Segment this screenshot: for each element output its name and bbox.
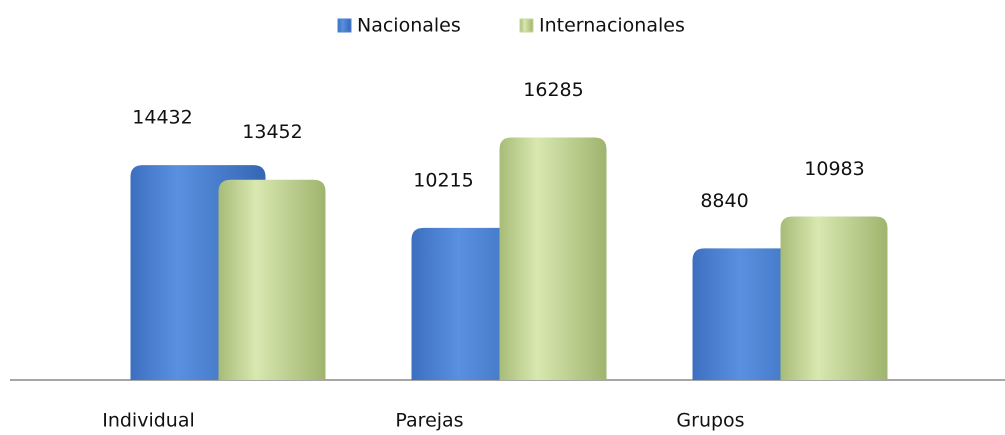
value-label: 10983: [804, 158, 864, 180]
x-tick-label: Grupos: [676, 410, 744, 432]
legend-swatch: [337, 18, 352, 33]
legend-label: Nacionales: [357, 15, 461, 37]
value-label: 14432: [132, 107, 192, 129]
bar: [780, 216, 888, 380]
value-label: 16285: [523, 79, 583, 101]
value-label: 8840: [700, 190, 748, 212]
legend-swatch: [519, 18, 534, 33]
legend-label: Internacionales: [539, 15, 685, 37]
bar: [218, 179, 326, 380]
value-label: 10215: [413, 169, 473, 191]
bar: [499, 137, 607, 380]
value-label: 13452: [242, 121, 302, 143]
x-tick-label: Individual: [102, 410, 195, 432]
x-tick-label: Parejas: [395, 410, 463, 432]
